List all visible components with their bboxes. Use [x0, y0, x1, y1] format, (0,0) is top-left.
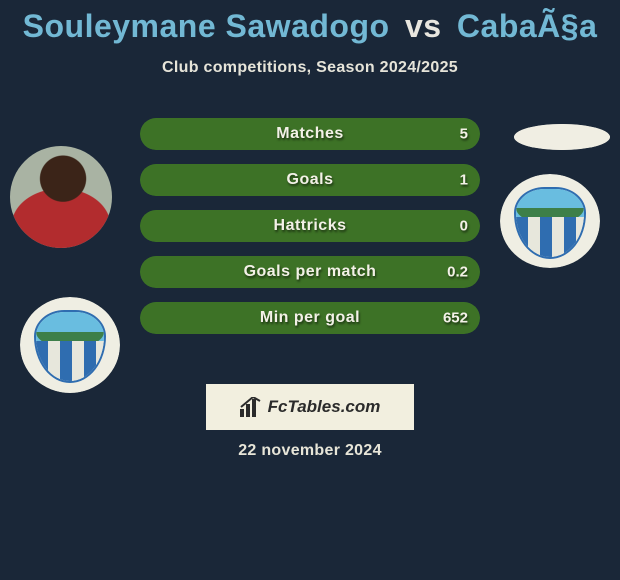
stat-label: Hattricks — [274, 217, 347, 235]
stat-row: Min per goal 652 — [140, 302, 480, 334]
subtitle: Club competitions, Season 2024/2025 — [0, 59, 620, 77]
stat-row: Matches 5 — [140, 118, 480, 150]
stat-row: Hattricks 0 — [140, 210, 480, 242]
stat-label: Matches — [276, 125, 344, 143]
stat-label: Goals — [287, 171, 334, 189]
player1-name: Souleymane Sawadogo — [23, 8, 390, 44]
player1-avatar — [10, 146, 112, 248]
stat-value-right: 0.2 — [447, 264, 468, 281]
vs-text: vs — [405, 8, 442, 44]
branding-text: FcTables.com — [268, 397, 381, 417]
player1-club-badge — [20, 297, 120, 393]
player2-name: CabaÃ§a — [457, 8, 597, 44]
snapshot-date: 22 november 2024 — [0, 442, 620, 460]
stat-row: Goals 1 — [140, 164, 480, 196]
stat-value-right: 0 — [460, 218, 468, 235]
stat-label: Min per goal — [260, 309, 360, 327]
player2-club-badge — [500, 174, 600, 268]
page-title: Souleymane Sawadogo vs CabaÃ§a — [0, 0, 620, 45]
chart-icon — [240, 397, 262, 417]
stat-value-right: 5 — [460, 126, 468, 143]
player2-avatar — [514, 124, 610, 150]
stat-value-right: 652 — [443, 310, 468, 327]
stat-row: Goals per match 0.2 — [140, 256, 480, 288]
stat-label: Goals per match — [244, 263, 377, 281]
branding-box: FcTables.com — [206, 384, 414, 430]
stat-value-right: 1 — [460, 172, 468, 189]
